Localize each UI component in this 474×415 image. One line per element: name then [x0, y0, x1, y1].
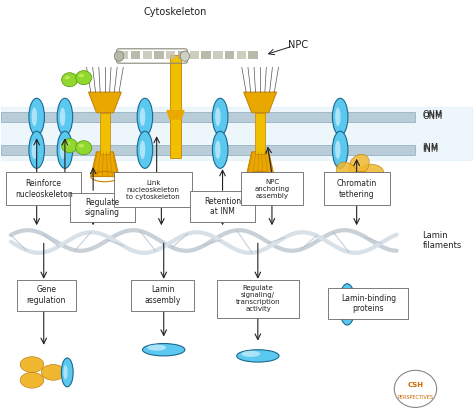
- Ellipse shape: [358, 164, 384, 181]
- Ellipse shape: [335, 107, 340, 126]
- Text: PERSPECTIVES: PERSPECTIVES: [398, 395, 433, 400]
- Ellipse shape: [41, 364, 65, 380]
- FancyBboxPatch shape: [17, 280, 76, 310]
- Polygon shape: [167, 111, 184, 119]
- Ellipse shape: [79, 144, 84, 147]
- Ellipse shape: [337, 162, 358, 183]
- FancyBboxPatch shape: [6, 173, 82, 205]
- Text: NPC
anchoring
assembly: NPC anchoring assembly: [255, 179, 290, 199]
- Ellipse shape: [32, 107, 37, 126]
- Polygon shape: [190, 51, 199, 59]
- Ellipse shape: [143, 344, 185, 356]
- Bar: [1, 112, 416, 122]
- Ellipse shape: [29, 98, 45, 135]
- Polygon shape: [143, 51, 152, 59]
- Ellipse shape: [180, 51, 190, 61]
- Polygon shape: [166, 51, 175, 59]
- Ellipse shape: [349, 154, 369, 176]
- Polygon shape: [178, 51, 187, 59]
- Ellipse shape: [335, 141, 340, 159]
- Ellipse shape: [32, 141, 37, 159]
- FancyBboxPatch shape: [190, 191, 255, 222]
- Text: Regulate
signaling: Regulate signaling: [85, 198, 120, 217]
- Ellipse shape: [64, 76, 70, 79]
- Ellipse shape: [60, 141, 65, 159]
- FancyBboxPatch shape: [241, 173, 302, 205]
- Text: Link
nucleoskeleton
to cytoskeleton: Link nucleoskeleton to cytoskeleton: [126, 180, 180, 200]
- FancyBboxPatch shape: [114, 173, 192, 208]
- FancyBboxPatch shape: [70, 193, 136, 222]
- Ellipse shape: [332, 131, 348, 168]
- Polygon shape: [248, 51, 258, 59]
- Ellipse shape: [241, 351, 260, 357]
- Ellipse shape: [62, 73, 78, 87]
- Bar: [170, 55, 181, 158]
- Ellipse shape: [140, 107, 146, 126]
- Ellipse shape: [64, 365, 68, 380]
- Text: Lamin-binding
proteins: Lamin-binding proteins: [341, 294, 396, 313]
- Ellipse shape: [20, 372, 44, 388]
- Ellipse shape: [62, 358, 73, 387]
- Text: Gene
regulation: Gene regulation: [27, 286, 66, 305]
- Text: ONM: ONM: [422, 112, 443, 121]
- Polygon shape: [246, 152, 274, 177]
- FancyBboxPatch shape: [324, 173, 390, 205]
- Polygon shape: [155, 51, 164, 59]
- Text: INM: INM: [422, 143, 438, 152]
- Ellipse shape: [237, 350, 279, 362]
- Polygon shape: [201, 51, 211, 59]
- Bar: [255, 113, 265, 154]
- Ellipse shape: [76, 141, 92, 155]
- Ellipse shape: [342, 294, 347, 315]
- Ellipse shape: [147, 344, 166, 351]
- Ellipse shape: [79, 74, 84, 77]
- Text: Lamin
filaments: Lamin filaments: [422, 231, 462, 250]
- Ellipse shape: [137, 131, 153, 168]
- Text: Cytoskeleton: Cytoskeleton: [144, 7, 207, 17]
- Text: ONM: ONM: [422, 110, 443, 119]
- Ellipse shape: [332, 98, 348, 135]
- Ellipse shape: [64, 142, 70, 145]
- FancyBboxPatch shape: [328, 288, 409, 319]
- Polygon shape: [119, 51, 128, 59]
- Polygon shape: [89, 92, 121, 113]
- Polygon shape: [244, 92, 277, 113]
- Ellipse shape: [76, 71, 92, 85]
- Ellipse shape: [212, 131, 228, 168]
- Ellipse shape: [114, 51, 124, 61]
- Text: CSH: CSH: [408, 382, 423, 388]
- Text: Lamin
assembly: Lamin assembly: [145, 286, 181, 305]
- Text: Regulate
signaling/
transcription
activity: Regulate signaling/ transcription activi…: [236, 285, 281, 312]
- Polygon shape: [131, 51, 140, 59]
- FancyBboxPatch shape: [131, 280, 194, 310]
- Ellipse shape: [57, 131, 73, 168]
- Polygon shape: [225, 51, 234, 59]
- Ellipse shape: [20, 357, 44, 372]
- Polygon shape: [213, 51, 223, 59]
- Polygon shape: [237, 51, 246, 59]
- Ellipse shape: [62, 139, 78, 153]
- Ellipse shape: [212, 98, 228, 135]
- Text: Retention
at INM: Retention at INM: [204, 197, 241, 216]
- Bar: [1, 145, 416, 155]
- Ellipse shape: [57, 98, 73, 135]
- Ellipse shape: [215, 141, 220, 159]
- Bar: [100, 113, 109, 154]
- Ellipse shape: [29, 131, 45, 168]
- Text: INM: INM: [422, 145, 438, 154]
- Text: Chromatin
tethering: Chromatin tethering: [337, 179, 377, 199]
- Ellipse shape: [137, 98, 153, 135]
- Text: NPC: NPC: [288, 40, 308, 50]
- Ellipse shape: [60, 107, 65, 126]
- Ellipse shape: [339, 284, 356, 325]
- Ellipse shape: [215, 107, 220, 126]
- FancyBboxPatch shape: [217, 280, 299, 317]
- Text: Reinforce
nucleoskeleton: Reinforce nucleoskeleton: [15, 179, 73, 199]
- Ellipse shape: [346, 171, 372, 188]
- Ellipse shape: [140, 141, 146, 159]
- Polygon shape: [91, 152, 119, 177]
